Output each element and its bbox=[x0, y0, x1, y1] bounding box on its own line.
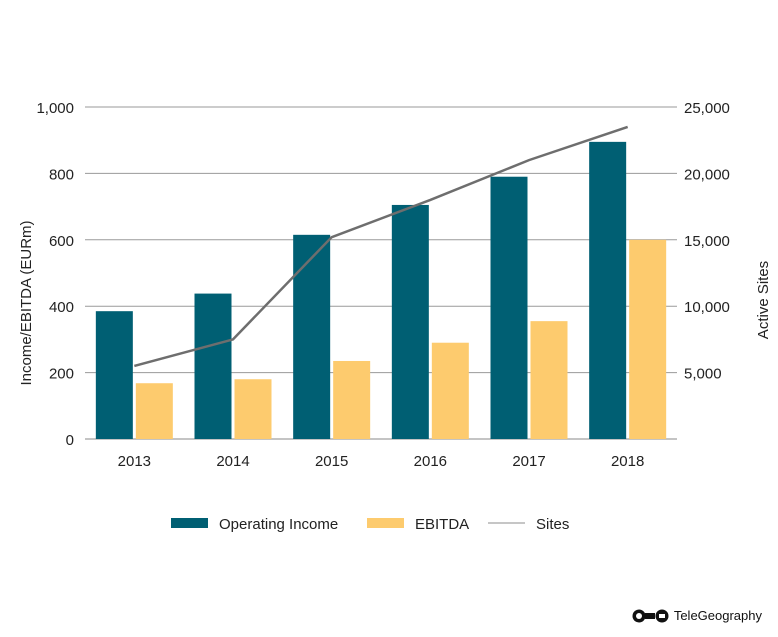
legend: Operating Income EBITDA Sites bbox=[171, 516, 569, 533]
ebitda-bar bbox=[234, 379, 272, 439]
right-tick-label: 10,000 bbox=[684, 299, 730, 316]
left-tick-label: 400 bbox=[49, 299, 74, 316]
telegeography-logo: TeleGeography bbox=[632, 608, 762, 623]
sites-line-layer bbox=[134, 125, 629, 368]
ebitda-bar bbox=[135, 383, 173, 439]
left-axis-ticks: 0 200 400 600 800 1,000 bbox=[36, 100, 74, 449]
operating-income-bar bbox=[293, 234, 331, 439]
ebitda-bar bbox=[431, 342, 469, 439]
legend-label: Sites bbox=[536, 516, 569, 533]
right-tick-label: 20,000 bbox=[684, 166, 730, 183]
operating-income-bar bbox=[194, 293, 232, 439]
right-tick-label: 15,000 bbox=[684, 233, 730, 250]
operating-income-bar bbox=[490, 176, 528, 439]
right-axis-title: Active Sites bbox=[755, 261, 772, 339]
right-tick-label: 25,000 bbox=[684, 100, 730, 117]
left-tick-label: 0 bbox=[66, 432, 74, 449]
x-tick-label: 2018 bbox=[611, 453, 644, 470]
legend-swatch bbox=[171, 518, 208, 528]
legend-swatch bbox=[367, 518, 404, 528]
x-tick-label: 2014 bbox=[216, 453, 249, 470]
right-tick-label: 5,000 bbox=[684, 366, 722, 383]
telegeography-logo-icon bbox=[632, 609, 670, 623]
brand-name: TeleGeography bbox=[673, 608, 762, 623]
left-tick-label: 200 bbox=[49, 366, 74, 383]
left-tick-label: 1,000 bbox=[36, 100, 74, 117]
ebitda-bar bbox=[333, 360, 371, 439]
right-axis-ticks: 5,000 10,000 15,000 20,000 25,000 bbox=[684, 100, 730, 383]
ebitda-bar bbox=[629, 239, 667, 439]
x-tick-label: 2016 bbox=[414, 453, 447, 470]
bars bbox=[95, 141, 667, 440]
legend-label: Operating Income bbox=[219, 516, 338, 533]
gridlines bbox=[85, 106, 677, 440]
operating-income-bar bbox=[95, 311, 133, 439]
legend-label: EBITDA bbox=[415, 516, 469, 533]
ebitda-bar bbox=[530, 321, 568, 439]
x-axis-ticks: 2013 2014 2015 2016 2017 2018 bbox=[118, 453, 645, 470]
left-tick-label: 800 bbox=[49, 166, 74, 183]
left-tick-label: 600 bbox=[49, 233, 74, 250]
operating-income-bar bbox=[391, 204, 429, 439]
sites-line bbox=[134, 125, 629, 368]
x-tick-label: 2017 bbox=[512, 453, 545, 470]
left-axis-title: Income/EBITDA (EURm) bbox=[18, 220, 35, 385]
x-tick-label: 2015 bbox=[315, 453, 348, 470]
operating-income-bar bbox=[589, 141, 627, 440]
x-tick-label: 2013 bbox=[118, 453, 151, 470]
